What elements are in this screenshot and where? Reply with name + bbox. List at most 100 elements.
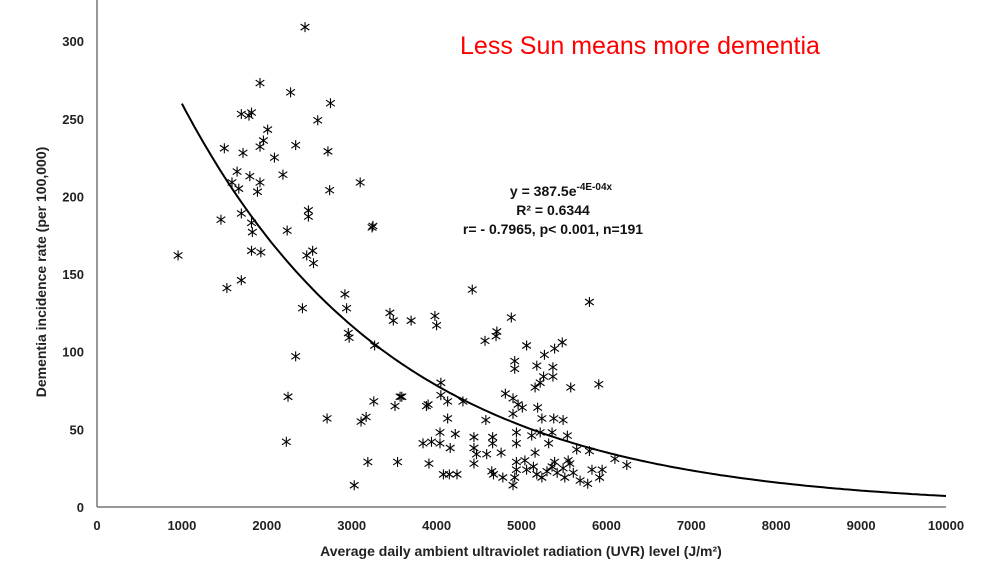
marker-stroke (406, 317, 416, 325)
marker-stroke (594, 380, 604, 388)
marker-stroke (216, 216, 226, 224)
data-point (323, 146, 333, 157)
data-point (539, 349, 550, 360)
data-point (498, 472, 508, 483)
x-tick-label: 10000 (928, 518, 964, 533)
data-point (246, 217, 257, 228)
data-point (594, 379, 604, 390)
marker-stroke (558, 416, 568, 424)
data-point (508, 393, 518, 404)
marker-stroke (435, 439, 445, 447)
marker-stroke (424, 460, 434, 467)
marker-stroke (308, 259, 319, 267)
data-point (568, 467, 578, 478)
data-point (467, 284, 477, 295)
marker-stroke (236, 210, 246, 217)
marker-stroke (395, 393, 405, 401)
marker-stroke (421, 402, 432, 410)
data-point (258, 135, 269, 146)
marker-stroke (392, 458, 403, 466)
marker-stroke (511, 439, 522, 447)
marker-stroke (587, 466, 597, 474)
marker-stroke (236, 110, 246, 118)
marker-stroke (506, 314, 516, 321)
data-point (325, 98, 336, 109)
data-point (283, 391, 293, 402)
data-point (385, 307, 395, 318)
data-point (530, 382, 540, 393)
marker-stroke (245, 172, 255, 180)
marker-stroke (481, 416, 491, 424)
marker-stroke (269, 154, 280, 162)
data-point (572, 444, 582, 455)
marker-stroke (238, 149, 248, 157)
data-point (471, 449, 482, 460)
marker-stroke (418, 439, 428, 447)
marker-stroke (234, 185, 244, 193)
marker-stroke (246, 247, 257, 255)
data-point (418, 438, 428, 449)
data-point (234, 183, 244, 194)
data-point (238, 147, 248, 158)
marker-stroke (385, 309, 395, 317)
data-point (307, 245, 318, 256)
data-point (508, 480, 518, 491)
marker-stroke (436, 379, 446, 387)
data-point (216, 214, 226, 225)
marker-stroke (584, 298, 595, 306)
data-point (511, 456, 522, 467)
x-tick-label: 4000 (422, 518, 451, 533)
marker-stroke (517, 404, 528, 412)
marker-stroke (363, 458, 373, 466)
marker-stroke (471, 450, 482, 458)
data-point (506, 312, 516, 323)
trend-equation: y = 387.5e-4E-04x (510, 182, 613, 199)
data-point (584, 446, 595, 457)
data-point (300, 22, 310, 33)
marker-stroke (583, 480, 593, 488)
data-point (532, 402, 543, 413)
data-point (563, 455, 573, 466)
marker-stroke (488, 470, 499, 478)
data-point (520, 455, 530, 466)
data-point (575, 475, 585, 486)
marker-stroke (508, 394, 518, 402)
marker-stroke (367, 224, 377, 231)
data-point (303, 211, 314, 222)
data-point (544, 438, 554, 449)
marker-stroke (557, 338, 567, 346)
marker-stroke (532, 404, 543, 412)
marker-stroke (563, 456, 573, 464)
data-point (469, 458, 479, 469)
marker-stroke (426, 438, 437, 446)
marker-stroke (498, 474, 508, 481)
data-point (557, 337, 567, 348)
data-point (442, 413, 453, 424)
data-point (469, 432, 479, 443)
data-point (480, 335, 490, 346)
correlation-stats: r= - 0.7965, p< 0.001, n=191 (463, 221, 643, 237)
data-point (256, 247, 266, 258)
marker-stroke (313, 116, 323, 124)
data-point (527, 430, 537, 441)
x-tick-label: 9000 (847, 518, 876, 533)
data-point (452, 469, 462, 480)
marker-stroke (262, 126, 273, 134)
data-point (548, 362, 558, 373)
data-point (361, 411, 371, 422)
marker-stroke (508, 410, 518, 418)
marker-stroke (297, 304, 308, 312)
data-point (369, 340, 380, 351)
marker-stroke (548, 363, 558, 371)
data-point (496, 447, 506, 458)
marker-stroke (285, 88, 296, 96)
data-point (255, 177, 265, 188)
data-point (537, 472, 547, 483)
marker-stroke (568, 469, 578, 477)
marker-stroke (467, 286, 477, 294)
data-point (222, 283, 232, 294)
marker-stroke (291, 352, 301, 360)
data-point (269, 152, 280, 163)
data-point (549, 456, 560, 467)
data-point (547, 427, 557, 438)
